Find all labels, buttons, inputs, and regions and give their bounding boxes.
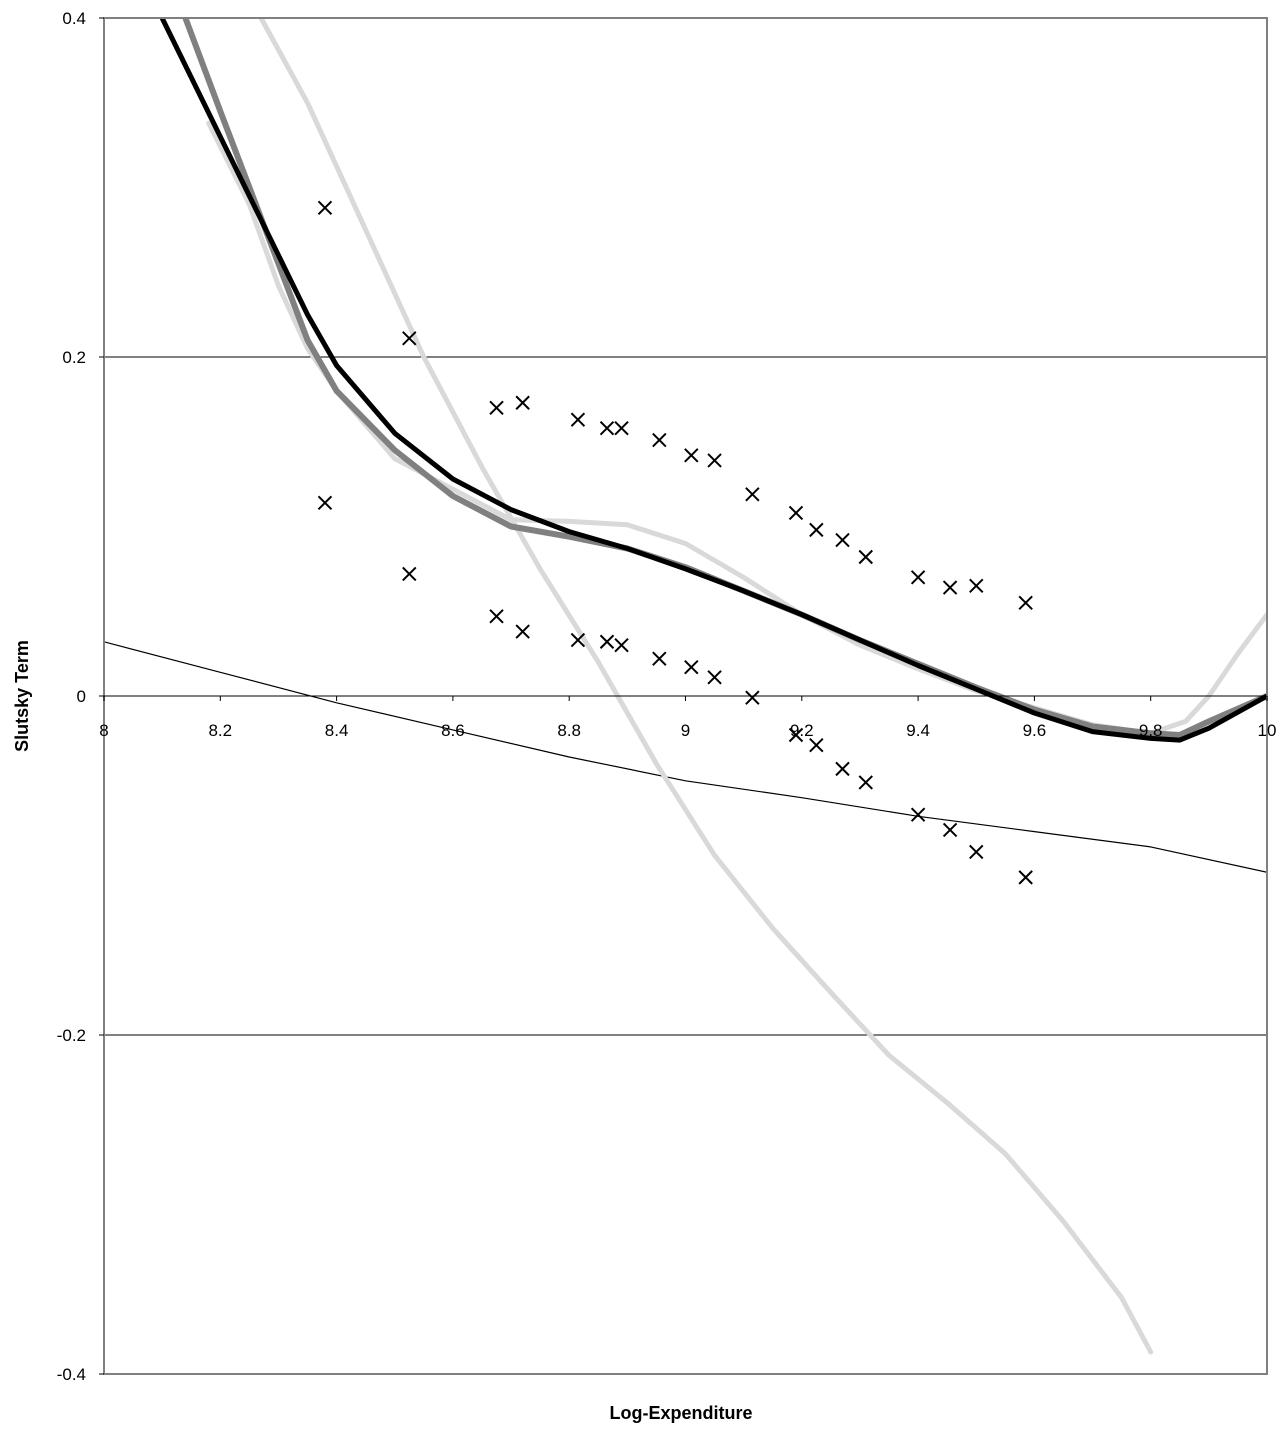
series-line-5 [159,18,1267,743]
marker-upper [788,505,804,521]
marker-lower [614,637,629,653]
x-axis-title: Log-Expenditure [610,1403,753,1423]
x-tick-label: 8 [99,721,108,740]
marker-upper [969,578,984,594]
y-tick-label: -0.2 [57,1026,86,1045]
marker-lower [489,609,504,624]
marker-lower [599,634,615,649]
series-line-2 [258,18,1154,1355]
x-tick-label: 9.2 [790,721,814,740]
marker-lower [910,807,926,822]
marker-upper [910,570,926,585]
marker-upper [684,448,699,463]
marker-upper [1018,595,1033,610]
y-axis-title: Slutsky Term [12,640,32,752]
marker-upper [317,200,333,216]
marker-upper [599,420,615,436]
y-tick-label: 0 [77,687,86,706]
y-tick-label: 0.2 [62,348,86,367]
y-tick-label: -0.4 [57,1365,86,1384]
marker-lower [652,651,667,666]
series-lines [104,18,1267,1355]
marker-upper [745,487,760,502]
x-tick-label: 8.4 [325,721,349,740]
marker-lower [402,566,417,582]
marker-lower [835,761,850,777]
marker-lower [684,659,699,675]
marker-upper [570,412,586,427]
scatter-markers [317,200,1033,885]
marker-upper [707,453,722,468]
marker-upper [942,580,958,595]
series-line-3 [206,120,1267,736]
marker-upper [652,432,667,448]
marker-lower [809,737,824,753]
x-tick-label: 10 [1258,721,1277,740]
y-tick-label: 0.4 [62,9,86,28]
x-tick-label: 8.8 [557,721,581,740]
marker-upper [489,400,504,416]
marker-upper [835,532,850,548]
marker-lower [570,632,586,648]
marker-lower [745,690,760,705]
series-line-1 [104,641,1267,873]
marker-upper [614,420,629,436]
marker-lower [317,495,333,510]
x-tick-label: 9.6 [1023,721,1047,740]
marker-lower [858,775,873,790]
marker-upper [515,395,530,410]
marker-lower [707,670,722,685]
marker-upper [809,522,824,538]
marker-upper [402,331,417,346]
marker-lower [1018,870,1033,885]
x-axis-ticks: 8 8.2 8.4 8.6 8.8 9 9.2 9.4 9.6 9.8 10 [99,695,1277,740]
y-axis-ticks: -0.4 -0.2 0 0.2 0.4 [57,9,104,1384]
marker-lower [969,844,984,860]
marker-lower [515,624,530,639]
x-tick-label: 9.8 [1139,721,1163,740]
x-tick-label: 8.2 [208,721,232,740]
plot-area [104,18,1267,1355]
x-tick-label: 9.4 [906,721,930,740]
marker-lower [942,822,958,838]
x-tick-label: 8.6 [441,721,465,740]
x-tick-label: 9 [681,721,690,740]
marker-lower [788,727,804,743]
marker-upper [858,549,873,565]
